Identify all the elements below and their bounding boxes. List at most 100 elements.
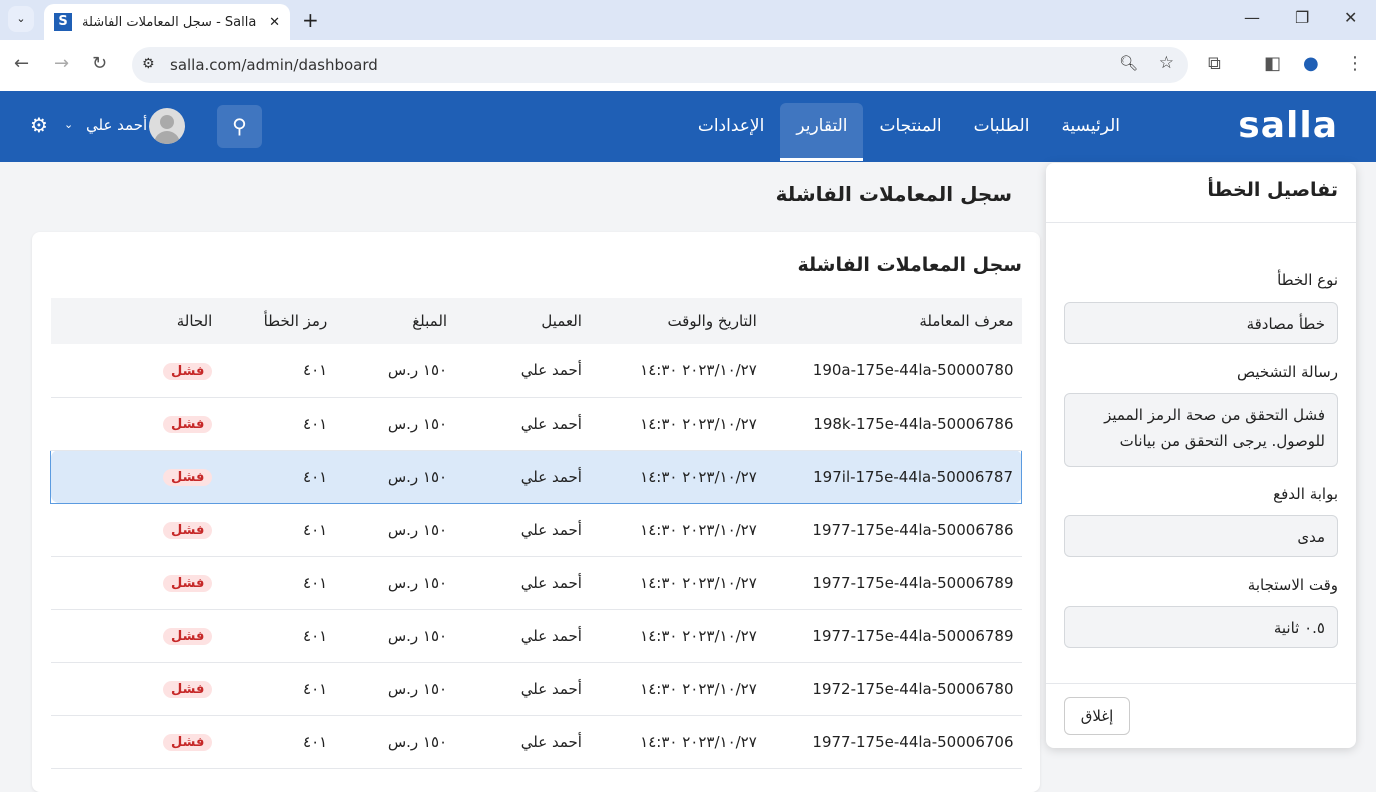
side-panel-icon[interactable]: ◧ [1264,53,1282,74]
diagnostic-textarea[interactable]: فشل التحقق من صحة الرمز المميز للوصول. ي… [1064,393,1338,467]
gear-icon[interactable]: ⚙ [30,113,48,137]
table-cell: 190a-175e-44la-50000780 [764,344,1022,398]
forward-icon[interactable]: → [54,53,70,74]
table-cell: أحمد علي [455,397,590,451]
table-row[interactable]: 1977-175e-44la-50006786 ٢٠٢٣/١٠/٢٧ ١٤:٣٠ أ… [50,503,1022,557]
bookmark-star-icon[interactable]: ☆ [1158,53,1174,73]
nav-reports[interactable]: التقارير [780,103,864,161]
url-field[interactable]: ⚙ salla.com/admin/dashboard 🔍︎ ☆ [132,47,1188,83]
table-row[interactable]: 190a-175e-44la-50000780 ٢٠٢٣/١٠/٢٧ ١٤:٣٠ أ… [50,344,1022,398]
table-cell: ١٥٠ ر.س [335,609,456,663]
table-cell: أحمد علي [455,556,590,610]
diagnostic-label: رسالة التشخيص [1237,363,1338,381]
url-text: salla.com/admin/dashboard [170,56,378,74]
tab-title: سجل المعاملات الفاشلة - Salla [82,14,257,30]
new-tab-icon[interactable]: + [302,8,319,32]
table-cell: أحمد علي [455,449,590,504]
table-cell: 1977-175e-44la-50006786 [764,503,1022,557]
search-button[interactable]: ⚲ [217,105,262,148]
table-cell: ٢٠٢٣/١٠/٢٧ ١٤:٣٠ [589,449,765,504]
table-cell: 1977-175e-44la-50006789 [764,609,1022,663]
browser-tab[interactable]: S سجل المعاملات الفاشلة - Salla ✕ [44,4,290,40]
gateway-label: بوابة الدفع [1273,485,1338,503]
close-window-icon[interactable]: ✕ [1344,8,1358,27]
table-row[interactable]: 198k-175e-44la-50006786 ٢٠٢٣/١٠/٢٧ ١٤:٣٠ أ… [50,397,1022,451]
table-cell: ٤٠١ [220,503,336,557]
column-header: التاريخ والوقت [589,298,765,344]
error-type-field[interactable]: خطأ مصادقة [1064,302,1338,344]
table-cell: ٤٠١ [220,715,336,769]
transactions-card: سجل المعاملات الفاشلة معرف المعاملة التار… [32,232,1040,792]
reload-icon[interactable]: ↻ [92,53,108,74]
table-cell: ٢٠٢٣/١٠/٢٧ ١٤:٣٠ [589,556,765,610]
error-details-panel: تفاصيل الخطأ نوع الخطأ خطأ مصادقة رسالة … [1046,163,1356,748]
nav-orders[interactable]: الطلبات [973,116,1030,136]
table-cell: فشل [50,449,221,504]
table-cell: ١٥٠ ر.س [335,662,456,716]
table-cell: ١٥٠ ر.س [335,715,456,769]
restore-icon[interactable]: ❐ [1295,8,1310,27]
nav-settings[interactable]: الإعدادات [697,116,765,136]
response-time-field[interactable]: ٠.٥ ثانية [1064,606,1338,648]
error-type-label: نوع الخطأ [1277,271,1338,289]
status-badge: فشل [162,362,213,380]
address-bar-row: ← → ↻ ⚙ salla.com/admin/dashboard 🔍︎ ☆ ⧉… [0,40,1376,91]
table-row[interactable]: 1977-175e-44la-50006789 ٢٠٢٣/١٠/٢٧ ١٤:٣٠ أ… [50,556,1022,610]
column-header: معرف المعاملة [764,298,1022,344]
browser-tab-bar: ⌄ S سجل المعاملات الفاشلة - Salla ✕ + — … [0,0,1376,40]
status-badge: فشل [162,734,213,751]
table-cell: فشل [50,662,221,716]
table-cell: ٤٠١ [220,556,336,610]
table-cell: ٢٠٢٣/١٠/٢٧ ١٤:٣٠ [589,503,765,557]
table-cell: ٢٠٢٣/١٠/٢٧ ١٤:٣٠ [589,662,765,716]
close-button[interactable]: إغلاق [1064,697,1130,735]
table-cell: فشل [50,715,221,769]
zoom-icon[interactable]: 🔍︎ [1118,54,1138,72]
table-cell: فشل [50,556,221,610]
nav-products[interactable]: المنتجات [879,116,942,136]
card-title: سجل المعاملات الفاشلة [797,254,1022,276]
favicon: S [54,13,72,31]
site-info-icon[interactable]: ⚙ [142,56,155,72]
table-cell: 197il-175e-44la-50006787 [764,449,1022,504]
minimize-icon[interactable]: — [1244,8,1260,27]
table-cell: ٤٠١ [220,397,336,451]
table-cell: فشل [50,609,221,663]
table-cell: ١٥٠ ر.س [335,397,456,451]
table-row[interactable]: 1977-175e-44la-50006789 ٢٠٢٣/١٠/٢٧ ١٤:٣٠ أ… [50,609,1022,663]
extensions-icon[interactable]: ⧉ [1208,53,1221,74]
table-cell: ١٥٠ ر.س [335,556,456,610]
profile-icon[interactable]: ● [1303,53,1319,74]
table-row[interactable]: 197il-175e-44la-50006787 ٢٠٢٣/١٠/٢٧ ١٤:٣٠… [50,449,1022,504]
table-row[interactable]: 1972-175e-44la-50006780 ٢٠٢٣/١٠/٢٧ ١٤:٣٠ أ… [50,662,1022,716]
table-cell: فشل [50,397,221,451]
response-time-label: وقت الاستجابة [1247,576,1338,594]
panel-title: تفاصيل الخطأ [1046,163,1356,223]
table-cell: ٤٠١ [220,449,336,504]
failed-transactions-table: معرف المعاملة التاريخ والوقت العميل المبلغ ر… [50,298,1022,769]
close-tab-icon[interactable]: ✕ [269,14,280,30]
table-cell: ٤٠١ [220,344,336,398]
main-nav: الرئيسية الطلبات المنتجات التقارير الإعد… [682,103,1136,161]
avatar[interactable] [149,108,185,144]
table-cell: ٢٠٢٣/١٠/٢٧ ١٤:٣٠ [589,715,765,769]
table-cell: أحمد علي [455,715,590,769]
menu-icon[interactable]: ⋮ [1346,53,1364,74]
page-title: سجل المعاملات الفاشلة [775,182,1012,206]
table-cell: ٢٠٢٣/١٠/٢٧ ١٤:٣٠ [589,397,765,451]
column-header: العميل [455,298,590,344]
column-header: المبلغ [335,298,456,344]
gateway-field[interactable]: مدى [1064,515,1338,557]
table-cell: فشل [50,503,221,557]
table-cell: ١٥٠ ر.س [335,503,456,557]
table-row[interactable]: 1977-175e-44la-50006706 ٢٠٢٣/١٠/٢٧ ١٤:٣٠ أ… [50,715,1022,769]
chevron-down-icon[interactable]: ⌄ [64,118,74,131]
table-cell: فشل [50,344,221,398]
back-icon[interactable]: ← [14,53,30,74]
tab-search-chevron-icon[interactable]: ⌄ [8,6,34,32]
salla-logo[interactable]: salla [1238,105,1338,146]
status-badge: فشل [162,575,213,592]
user-name[interactable]: أحمد علي [86,116,148,134]
nav-home[interactable]: الرئيسية [1061,116,1120,136]
panel-divider [1046,683,1356,684]
